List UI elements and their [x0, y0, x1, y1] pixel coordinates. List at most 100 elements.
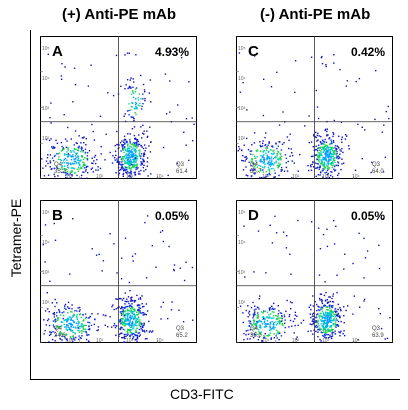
event-point — [133, 318, 135, 320]
event-point — [123, 169, 126, 171]
event-point — [120, 314, 123, 316]
event-point — [315, 324, 318, 327]
event-point — [48, 341, 50, 343]
event-point — [315, 154, 318, 156]
event-point — [81, 167, 83, 169]
event-point — [131, 296, 133, 298]
event-point — [81, 155, 83, 157]
event-point — [120, 323, 122, 325]
event-point — [128, 323, 131, 325]
panel-d: D 0.05% Q4 36.0 Q3 63.9 10⁵ 10⁴ 10³ 10² … — [236, 200, 393, 344]
event-point — [331, 328, 333, 330]
event-point — [99, 167, 102, 170]
event-point — [278, 124, 281, 126]
event-point — [336, 148, 338, 150]
event-point — [281, 324, 283, 326]
event-point — [291, 302, 293, 304]
event-point — [389, 317, 391, 319]
event-point — [141, 312, 143, 314]
event-point — [77, 155, 80, 158]
event-point — [308, 141, 310, 144]
event-point — [294, 91, 296, 94]
event-point — [133, 120, 135, 122]
event-point — [91, 157, 93, 159]
event-point — [315, 131, 317, 134]
event-point — [322, 169, 324, 172]
event-point — [121, 140, 123, 142]
event-point — [336, 324, 338, 326]
event-point — [123, 329, 126, 331]
event-point — [90, 168, 92, 170]
event-point — [331, 162, 333, 164]
event-point — [56, 153, 58, 155]
event-point — [100, 153, 102, 155]
event-point — [162, 301, 164, 304]
event-point — [264, 333, 266, 335]
event-point — [258, 319, 261, 321]
event-point — [249, 338, 251, 340]
event-point — [313, 135, 315, 137]
event-point — [55, 334, 57, 336]
event-point — [238, 52, 241, 54]
event-point — [188, 159, 190, 162]
event-point — [139, 102, 141, 105]
event-point — [315, 316, 317, 319]
event-point — [330, 305, 333, 307]
event-point — [132, 317, 134, 319]
event-point — [334, 326, 337, 328]
event-point — [126, 52, 129, 54]
event-point — [82, 326, 84, 328]
event-point — [109, 151, 111, 154]
event-point — [320, 56, 323, 59]
event-point — [74, 158, 76, 160]
event-point — [75, 160, 77, 163]
event-point — [152, 330, 154, 332]
event-point — [58, 152, 61, 154]
event-point — [49, 160, 51, 162]
event-point — [128, 310, 130, 312]
event-point — [331, 301, 334, 303]
event-point — [269, 321, 272, 323]
event-point — [130, 162, 132, 164]
event-point — [333, 119, 335, 122]
event-point — [59, 158, 62, 161]
event-point — [263, 176, 265, 179]
event-point — [59, 334, 61, 336]
event-point — [64, 157, 67, 160]
x-tick-label: 10¹ — [262, 338, 270, 344]
event-point — [272, 317, 275, 319]
y-tick-label: 10⁴ — [238, 240, 246, 246]
event-point — [331, 315, 333, 317]
event-point — [45, 138, 48, 141]
event-point — [65, 326, 67, 328]
event-point — [295, 338, 298, 340]
event-point — [346, 135, 348, 137]
event-point — [334, 330, 336, 332]
event-point — [320, 152, 322, 154]
event-point — [70, 163, 72, 166]
event-point — [142, 93, 144, 95]
event-point — [255, 327, 257, 329]
event-point — [64, 66, 66, 68]
event-point — [262, 311, 264, 314]
event-point — [131, 300, 133, 302]
event-point — [250, 160, 253, 162]
event-point — [325, 337, 328, 339]
event-point — [329, 334, 331, 336]
event-point — [284, 331, 286, 334]
event-point — [79, 337, 81, 339]
event-point — [329, 312, 331, 314]
event-point — [128, 172, 130, 174]
event-point — [318, 297, 321, 300]
event-point — [329, 326, 331, 328]
event-point — [251, 326, 253, 329]
event-point — [67, 126, 69, 129]
event-point — [324, 159, 327, 161]
event-point — [358, 232, 360, 235]
event-point — [326, 145, 329, 147]
event-point — [249, 169, 252, 172]
event-point — [80, 147, 82, 149]
event-point — [273, 328, 275, 330]
event-point — [118, 169, 121, 171]
event-point — [327, 160, 330, 163]
